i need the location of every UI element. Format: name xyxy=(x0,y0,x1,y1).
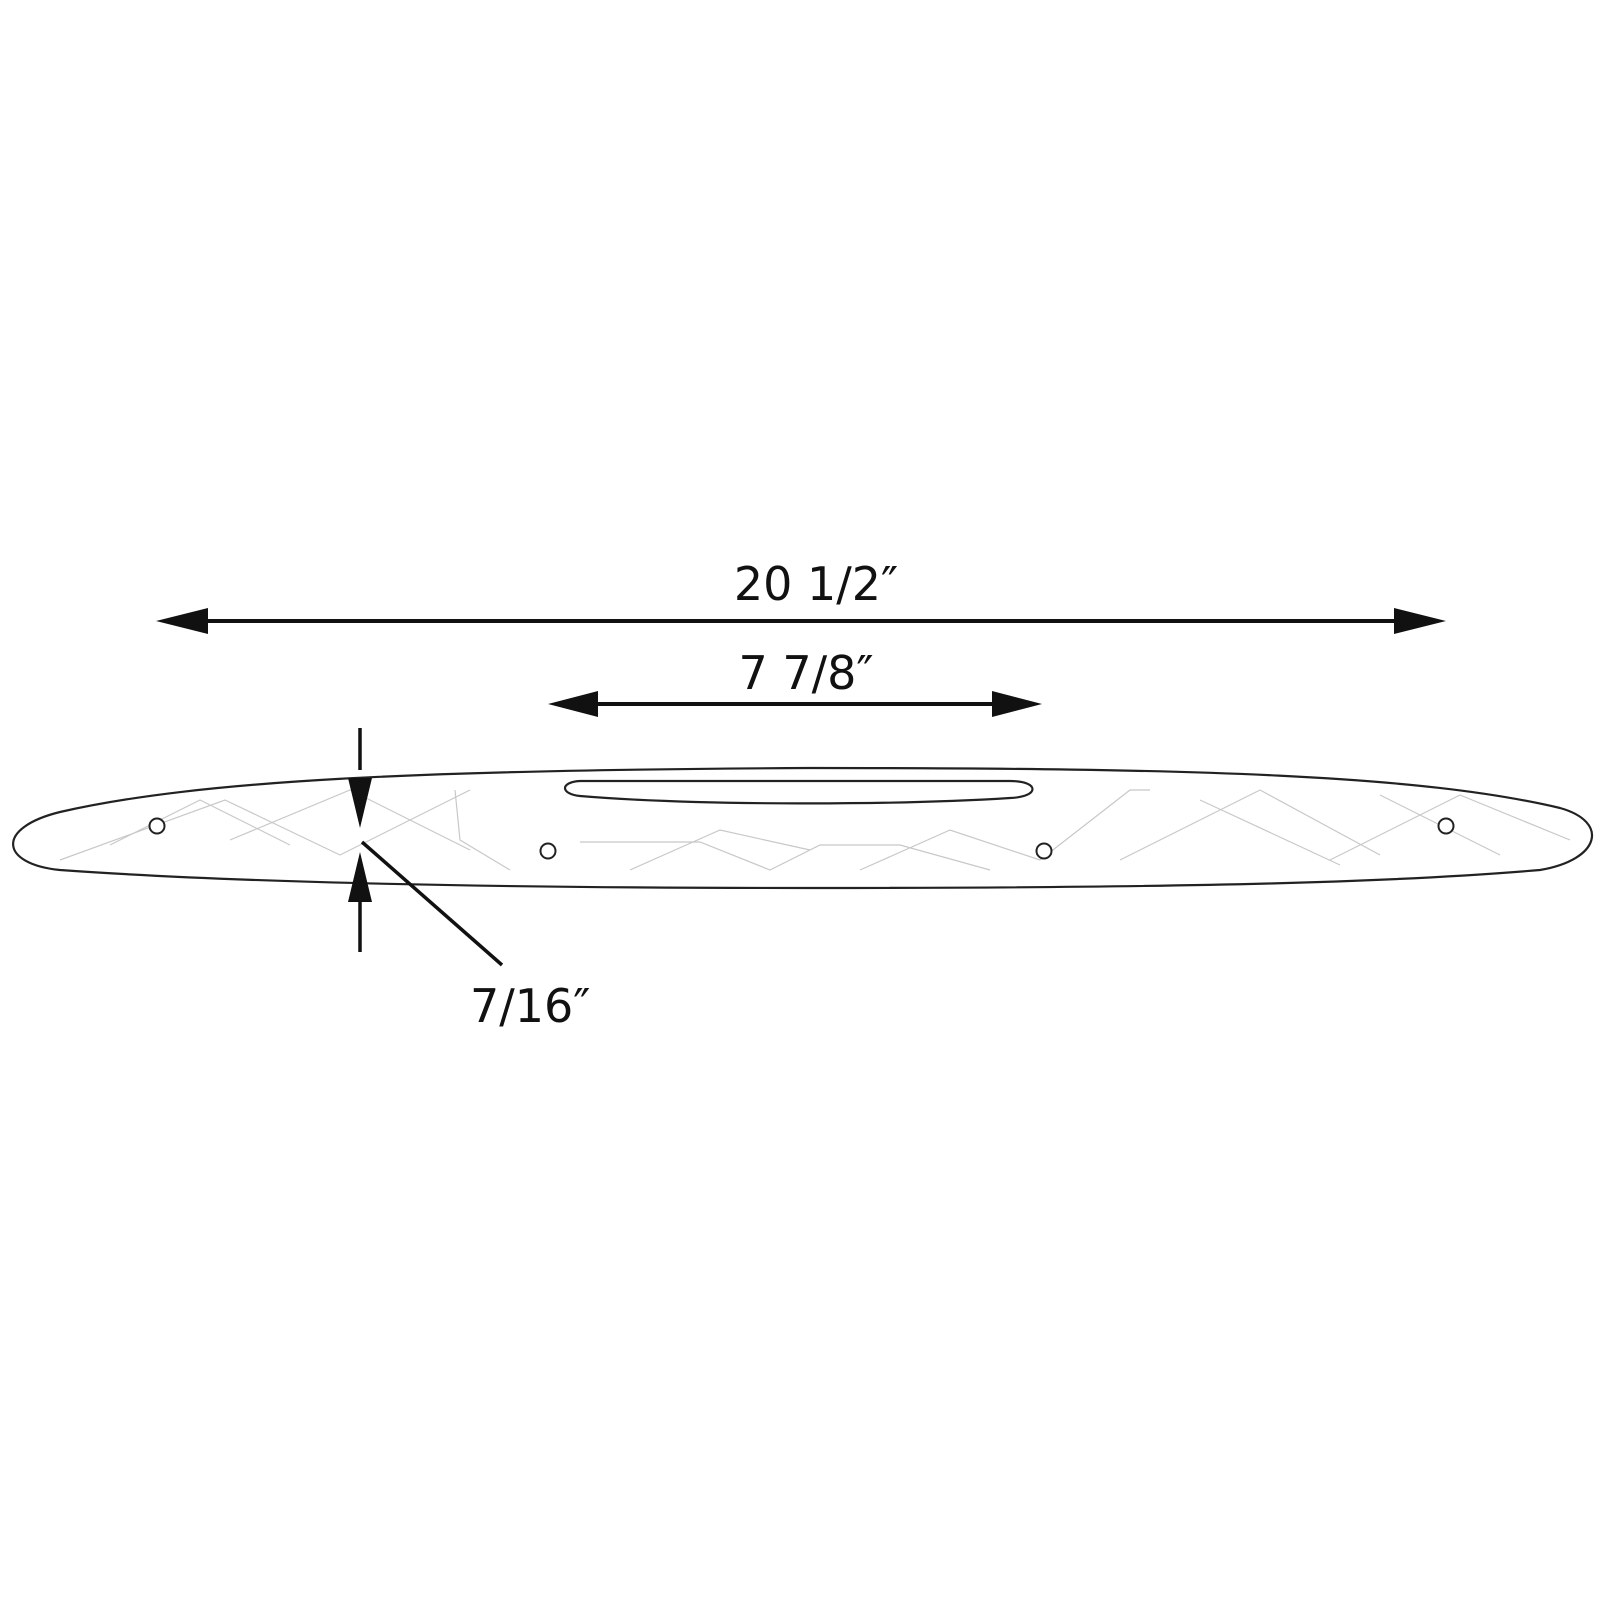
slot-length-arrow-left xyxy=(548,691,598,717)
thickness-arrow-bottom xyxy=(348,852,372,902)
surface-pattern xyxy=(59,789,1571,871)
mounting-hole-1 xyxy=(148,817,166,835)
handle-part xyxy=(12,766,1593,890)
slot-length-dimension: 7 7/8″ xyxy=(548,646,1042,717)
overall-length-arrow-right xyxy=(1394,608,1446,634)
handle-outline xyxy=(12,766,1593,890)
overall-length-arrow-left xyxy=(156,608,208,634)
mounting-hole-2 xyxy=(539,842,557,860)
thickness-arrow-top xyxy=(348,778,372,828)
slot-length-label: 7 7/8″ xyxy=(738,646,873,700)
thickness-leader-line xyxy=(360,840,504,967)
thickness-label: 7/16″ xyxy=(470,979,590,1033)
mounting-hole-3 xyxy=(1035,842,1053,860)
overall-length-label: 20 1/2″ xyxy=(734,557,898,611)
slot-length-arrow-right xyxy=(992,691,1042,717)
mounting-hole-4 xyxy=(1437,817,1455,835)
handle-slot xyxy=(563,779,1034,805)
thickness-dimension: 7/16″ xyxy=(348,728,590,1033)
overall-length-dimension: 20 1/2″ xyxy=(156,557,1446,634)
